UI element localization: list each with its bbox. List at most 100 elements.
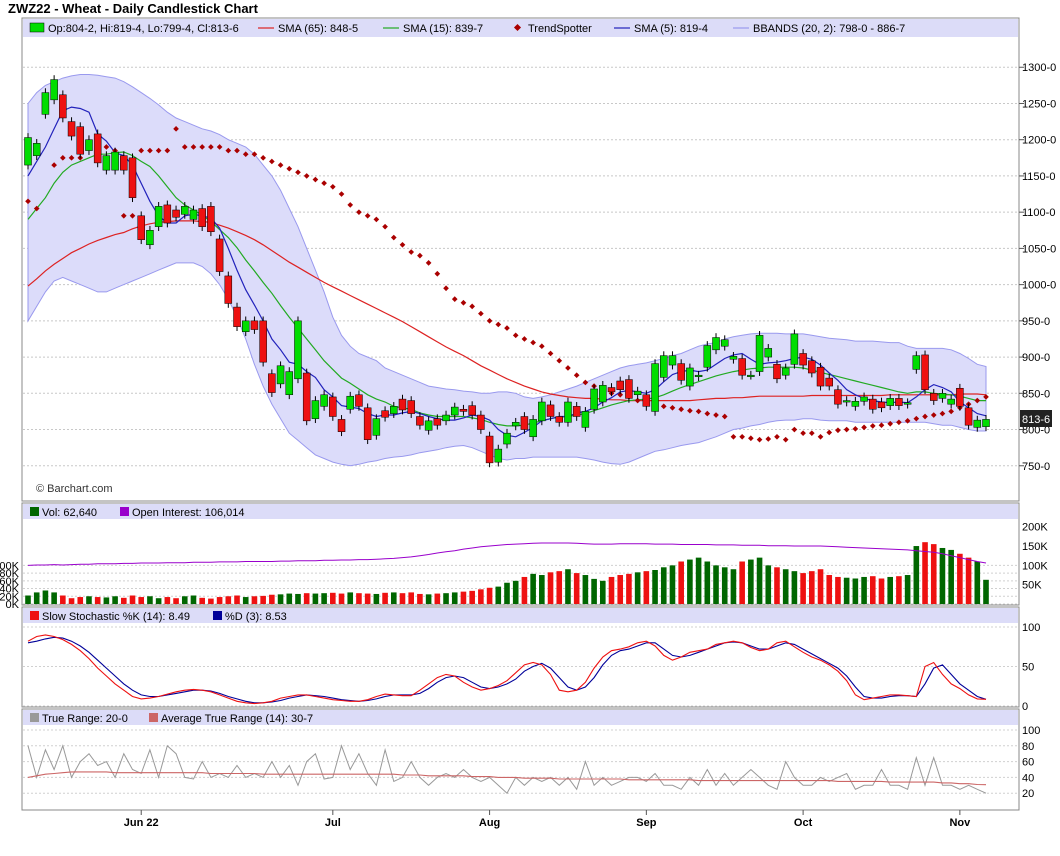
candle-body xyxy=(616,380,624,390)
trendspotter-marker xyxy=(774,433,780,440)
volume-bar xyxy=(33,592,40,604)
candle-body xyxy=(346,395,354,410)
candle-body xyxy=(477,414,485,430)
volume-bar xyxy=(965,557,972,604)
candle-body xyxy=(581,411,590,428)
trendspotter-marker xyxy=(634,397,641,404)
volume-bar xyxy=(443,593,449,604)
trendspotter-marker xyxy=(730,433,737,440)
tr-tick-label: 100 xyxy=(1022,725,1040,737)
candle-body xyxy=(189,209,198,220)
price-tick-label: 1100-0 xyxy=(1022,207,1055,219)
volume-bar xyxy=(260,595,266,604)
volume-bar xyxy=(756,557,763,604)
trendspotter-marker xyxy=(904,418,911,424)
trendspotter-marker xyxy=(495,321,502,328)
trendspotter-marker xyxy=(748,435,754,442)
stoch-tick-label: 100 xyxy=(1022,622,1040,634)
candle-body xyxy=(938,393,947,399)
candle-body xyxy=(877,401,886,409)
trendspotter-marker xyxy=(286,165,293,172)
candle-body xyxy=(720,339,729,347)
volume-bar xyxy=(530,573,536,604)
stoch-d-legend: %D (3): 8.53 xyxy=(225,611,287,623)
trendspotter-marker xyxy=(312,176,319,183)
trendspotter-marker xyxy=(521,336,528,342)
stochastic-panel: Slow Stochastic %K (14): 8.49 %D (3): 8.… xyxy=(21,606,1040,713)
candle-body xyxy=(146,230,154,246)
trendspotter-marker xyxy=(678,406,685,413)
volume-bar xyxy=(469,590,475,604)
candle-body xyxy=(76,126,85,155)
volume-bar xyxy=(330,592,336,604)
stoch-legend-bar xyxy=(23,608,1018,623)
candle-body xyxy=(651,363,659,412)
candle-body xyxy=(329,396,337,417)
volume-bar xyxy=(94,597,101,604)
candle-body xyxy=(50,79,58,101)
oi-legend: Open Interest: 106,014 xyxy=(132,507,245,519)
volume-bar xyxy=(660,567,667,604)
oi-tick-label: 50K xyxy=(1022,580,1042,592)
volume-bar xyxy=(190,595,197,604)
volume-bar xyxy=(251,596,258,604)
trendspotter-marker xyxy=(573,372,580,379)
trendspotter-marker xyxy=(617,391,624,398)
candle-body xyxy=(886,398,894,406)
price-tick-label: 1150-0 xyxy=(1022,171,1055,183)
candle-body xyxy=(241,320,250,332)
trendspotter-marker xyxy=(408,249,415,255)
volume-bar xyxy=(695,557,702,604)
candle-body xyxy=(41,92,50,115)
price-tick-label: 1200-0 xyxy=(1022,135,1056,147)
volume-bar xyxy=(843,577,850,604)
trendspotter-marker xyxy=(295,169,301,176)
x-tick-label: Oct xyxy=(794,817,813,829)
volume-bar xyxy=(791,571,798,604)
candle-body xyxy=(668,355,677,366)
candle-body xyxy=(973,419,982,428)
trendspotter-marker xyxy=(103,144,110,150)
candle-body xyxy=(703,345,712,368)
trendspotter-marker xyxy=(835,427,841,434)
candle-body xyxy=(494,448,503,463)
x-tick-label: Jul xyxy=(325,817,341,829)
candle-body xyxy=(128,157,137,198)
price-tick-label: 1250-0 xyxy=(1022,98,1056,110)
volume-bar xyxy=(512,580,519,604)
volume-bar xyxy=(417,593,423,604)
trendspotter-marker xyxy=(164,147,171,154)
candle-body xyxy=(198,208,206,227)
volume-bar xyxy=(504,582,510,604)
volume-bar xyxy=(373,593,380,604)
candle-body xyxy=(625,379,633,399)
trendspotter-marker xyxy=(373,216,380,223)
volume-bar xyxy=(687,559,693,604)
trendspotter-marker xyxy=(234,147,240,154)
candle-body xyxy=(407,400,415,414)
volume-bar xyxy=(939,547,946,604)
trendspotter-marker xyxy=(120,212,127,219)
candle-body xyxy=(450,406,459,416)
volume-bar xyxy=(739,561,745,604)
candle-body xyxy=(24,137,32,166)
volume-bar xyxy=(277,594,284,604)
atr-legend: Average True Range (14): 30-7 xyxy=(161,713,313,725)
candle-body xyxy=(363,407,372,440)
trendspotter-marker xyxy=(817,433,824,440)
candle-body xyxy=(442,414,450,422)
trendspotter-marker xyxy=(852,425,859,432)
trendspotter-marker xyxy=(338,191,345,197)
candle-body xyxy=(503,432,511,445)
trendspotter-marker xyxy=(791,426,798,433)
tr-tick-label: 80 xyxy=(1022,741,1034,753)
volume-bar xyxy=(434,593,441,604)
trendspotter-marker xyxy=(782,436,789,443)
trendspotter-marker xyxy=(869,423,876,429)
trendspotter-marker xyxy=(190,144,197,150)
volume-bar xyxy=(77,597,84,604)
candle-body xyxy=(660,355,668,378)
candle-body xyxy=(851,401,860,407)
volume-tick-label: 100K xyxy=(0,560,20,572)
volume-bar xyxy=(556,571,563,604)
